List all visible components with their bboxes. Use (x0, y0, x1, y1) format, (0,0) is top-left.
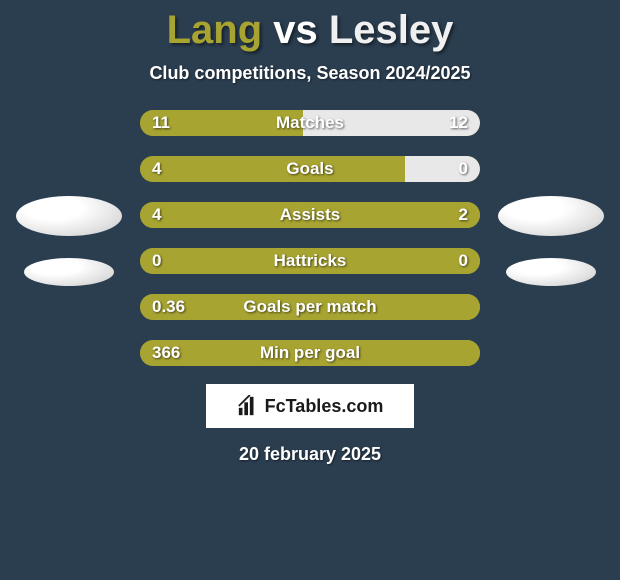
stat-bar: 42Assists (140, 202, 480, 228)
player2-avatar-small (506, 258, 596, 286)
stat-label: Goals (140, 156, 480, 182)
date: 20 february 2025 (239, 444, 381, 465)
player1-avatar-small (24, 258, 114, 286)
stat-bar: 40Goals (140, 156, 480, 182)
player2-avatar-col (496, 190, 606, 286)
stat-label: Matches (140, 110, 480, 136)
player1-avatar-large (16, 196, 122, 236)
stat-label: Assists (140, 202, 480, 228)
player1-avatar-col (14, 190, 124, 286)
stat-bars: 1112Matches 40Goals 42Assists 00Hattricks 0.… (140, 110, 480, 366)
title-vs: vs (273, 8, 318, 52)
fctables-text: FcTables.com (265, 396, 384, 417)
fctables-branding: FcTables.com (206, 384, 414, 428)
subtitle: Club competitions, Season 2024/2025 (149, 63, 470, 84)
fctables-icon (237, 395, 259, 417)
comparison-body: 1112Matches 40Goals 42Assists 00Hattricks 0.… (0, 110, 620, 366)
stat-label: Min per goal (140, 340, 480, 366)
player2-avatar-large (498, 196, 604, 236)
stat-label: Goals per match (140, 294, 480, 320)
stat-label: Hattricks (140, 248, 480, 274)
page-title: Lang vs Lesley (167, 8, 454, 53)
player1-name: Lang (167, 8, 263, 52)
comparison-infographic: Lang vs Lesley Club competitions, Season… (0, 0, 620, 465)
stat-bar: 366Min per goal (140, 340, 480, 366)
stat-bar: 1112Matches (140, 110, 480, 136)
player2-name: Lesley (329, 8, 454, 52)
stat-bar: 0.36Goals per match (140, 294, 480, 320)
stat-bar: 00Hattricks (140, 248, 480, 274)
